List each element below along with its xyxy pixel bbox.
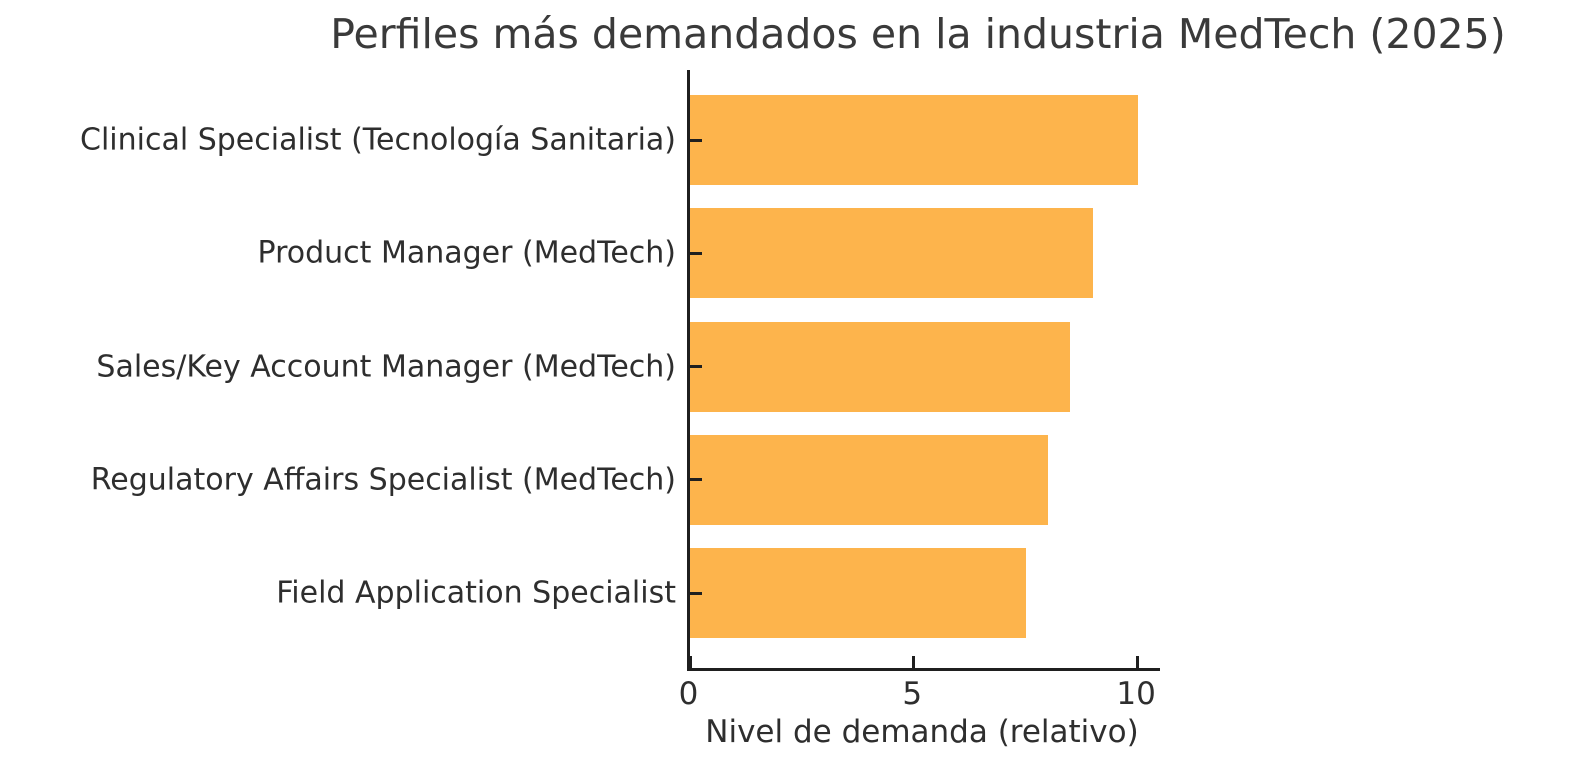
y-tick-mark (690, 138, 702, 142)
bar (690, 548, 1026, 638)
y-tick-mark (690, 365, 702, 368)
y-tick-mark (690, 478, 702, 482)
x-axis-label: Nivel de demanda (relativo) (705, 714, 1139, 750)
bar (690, 321, 1071, 412)
x-tick-label: 5 (902, 676, 923, 712)
bar (690, 434, 1049, 525)
y-tick-label: Regulatory Affairs Specialist (MedTech) (90, 462, 676, 498)
x-tick-mark (1136, 656, 1140, 668)
y-tick-mark (690, 591, 702, 595)
chart-title: Perfiles más demandados en la industria … (330, 10, 1506, 58)
y-tick-label: Field Application Specialist (276, 575, 676, 611)
x-tick-label: 0 (678, 676, 699, 712)
x-tick-mark (912, 656, 916, 668)
plot-area (687, 70, 1160, 671)
y-tick-label: Sales/Key Account Manager (MedTech) (96, 349, 676, 384)
x-tick-label: 10 (1116, 676, 1156, 712)
y-tick-label: Clinical Specialist (Tecnología Sanitari… (80, 122, 676, 158)
x-tick-mark (688, 656, 692, 668)
bar (690, 208, 1093, 299)
y-tick-mark (690, 251, 702, 255)
bar (690, 95, 1138, 185)
y-tick-label: Product Manager (MedTech) (257, 235, 676, 271)
